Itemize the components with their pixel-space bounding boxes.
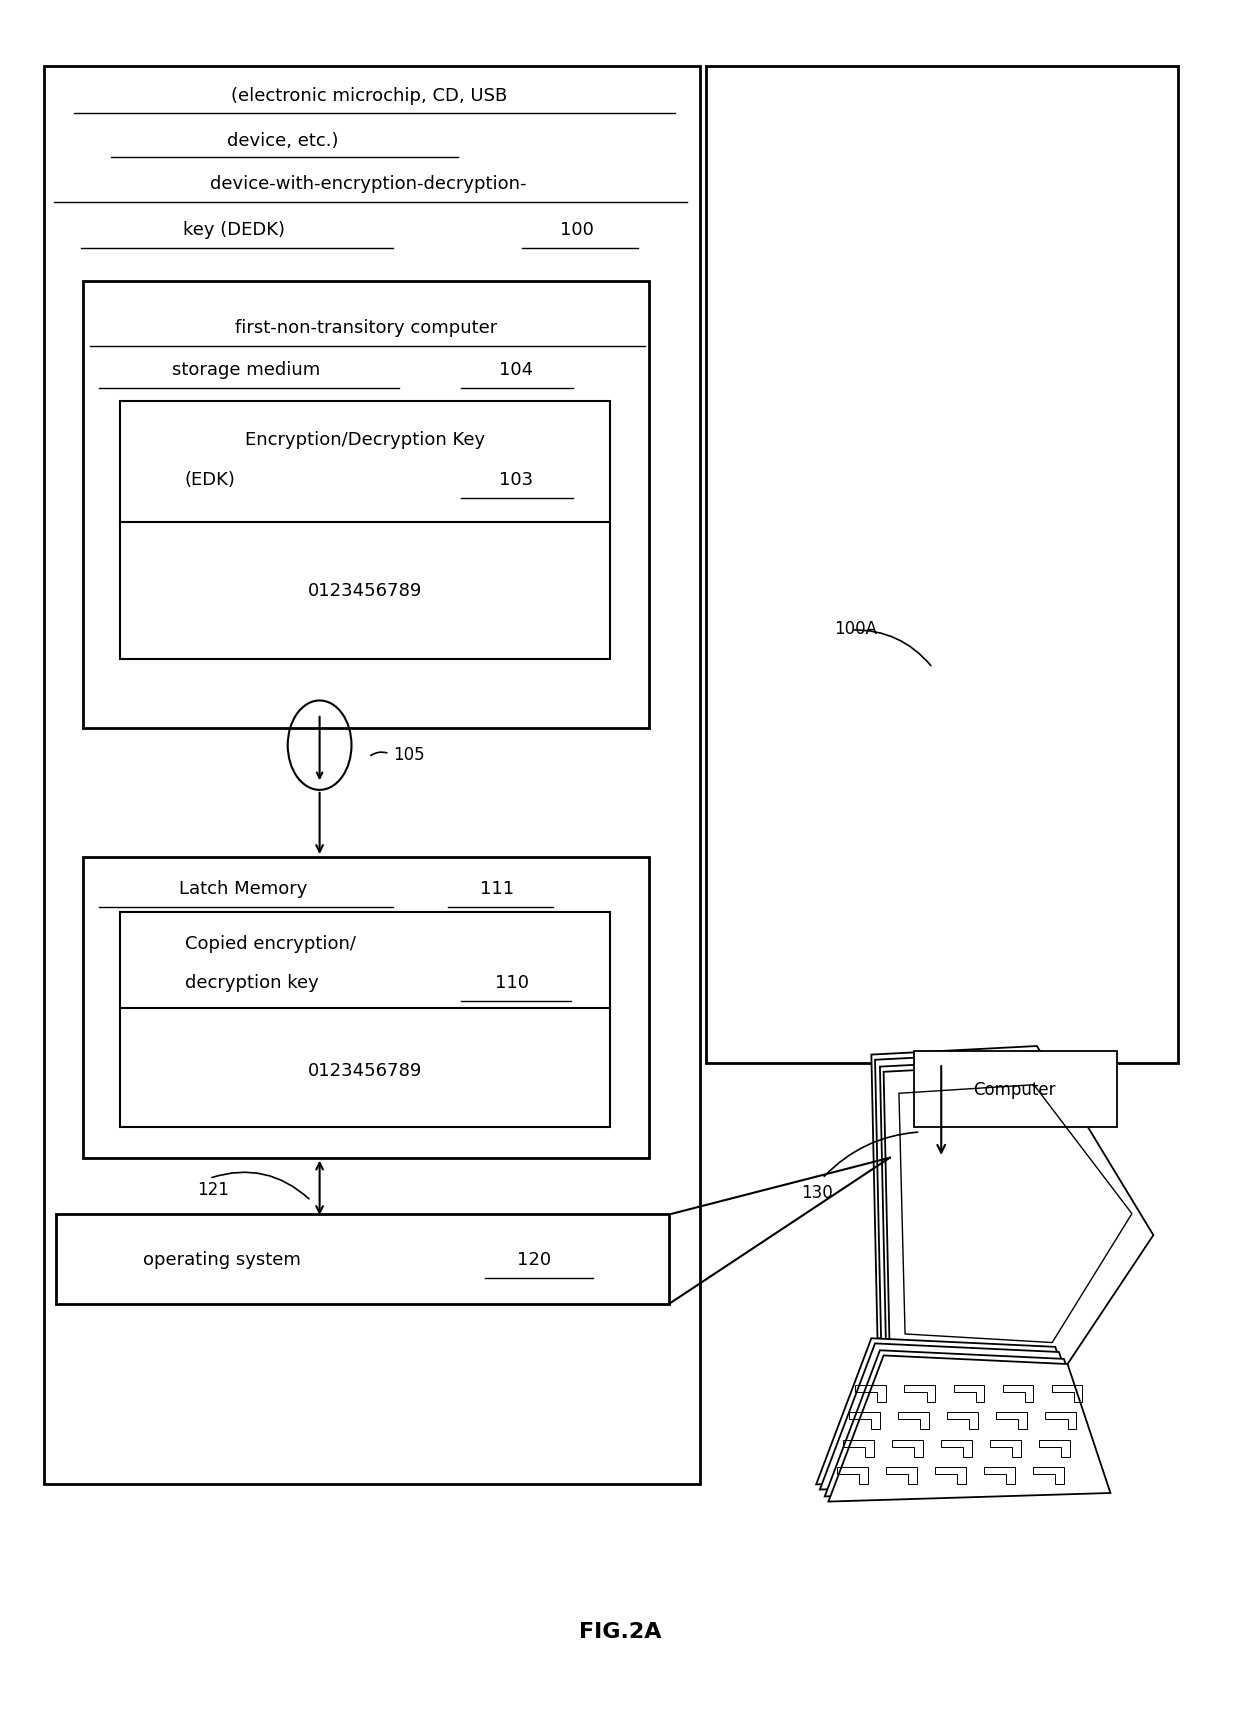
- Bar: [120, 402, 610, 660]
- Text: 111: 111: [480, 880, 515, 897]
- Text: 0123456789: 0123456789: [308, 1062, 422, 1079]
- Text: Copied encryption/: Copied encryption/: [185, 934, 356, 953]
- Text: 100: 100: [560, 222, 594, 239]
- Text: key (DEDK): key (DEDK): [182, 222, 285, 239]
- Text: Latch Memory: Latch Memory: [180, 880, 308, 897]
- Text: Encryption/Decryption Key: Encryption/Decryption Key: [246, 431, 485, 449]
- Text: 120: 120: [517, 1251, 552, 1268]
- Text: Computer: Computer: [973, 1081, 1056, 1098]
- Text: storage medium: storage medium: [172, 360, 320, 379]
- Polygon shape: [825, 1351, 1107, 1496]
- Text: device, etc.): device, etc.): [227, 132, 339, 151]
- Polygon shape: [884, 1063, 1153, 1365]
- Text: device-with-encryption-decryption-: device-with-encryption-decryption-: [211, 175, 527, 192]
- Text: FIG.2A: FIG.2A: [579, 1621, 661, 1640]
- Text: 0123456789: 0123456789: [308, 582, 422, 599]
- Bar: [43, 68, 699, 1484]
- Text: decryption key: decryption key: [185, 973, 319, 992]
- Polygon shape: [820, 1344, 1102, 1490]
- Bar: [706, 68, 1178, 1063]
- Polygon shape: [872, 1046, 1141, 1347]
- Text: 130: 130: [801, 1183, 833, 1202]
- Text: 105: 105: [393, 745, 425, 764]
- Polygon shape: [875, 1051, 1145, 1353]
- Text: 110: 110: [495, 973, 529, 992]
- Polygon shape: [880, 1058, 1149, 1360]
- Text: 121: 121: [197, 1179, 229, 1199]
- Text: (EDK): (EDK): [185, 471, 236, 488]
- Bar: [56, 1214, 670, 1304]
- Bar: [83, 282, 650, 729]
- Polygon shape: [816, 1339, 1099, 1484]
- Bar: [83, 857, 650, 1159]
- Text: 103: 103: [498, 471, 533, 488]
- Text: 104: 104: [498, 360, 533, 379]
- Text: first-non-transitory computer: first-non-transitory computer: [236, 319, 497, 338]
- Text: operating system: operating system: [143, 1251, 300, 1268]
- Text: 100A: 100A: [835, 620, 878, 637]
- Text: (electronic microchip, CD, USB: (electronic microchip, CD, USB: [231, 87, 507, 106]
- Bar: [120, 913, 610, 1128]
- Polygon shape: [828, 1356, 1111, 1502]
- Bar: [914, 1051, 1116, 1128]
